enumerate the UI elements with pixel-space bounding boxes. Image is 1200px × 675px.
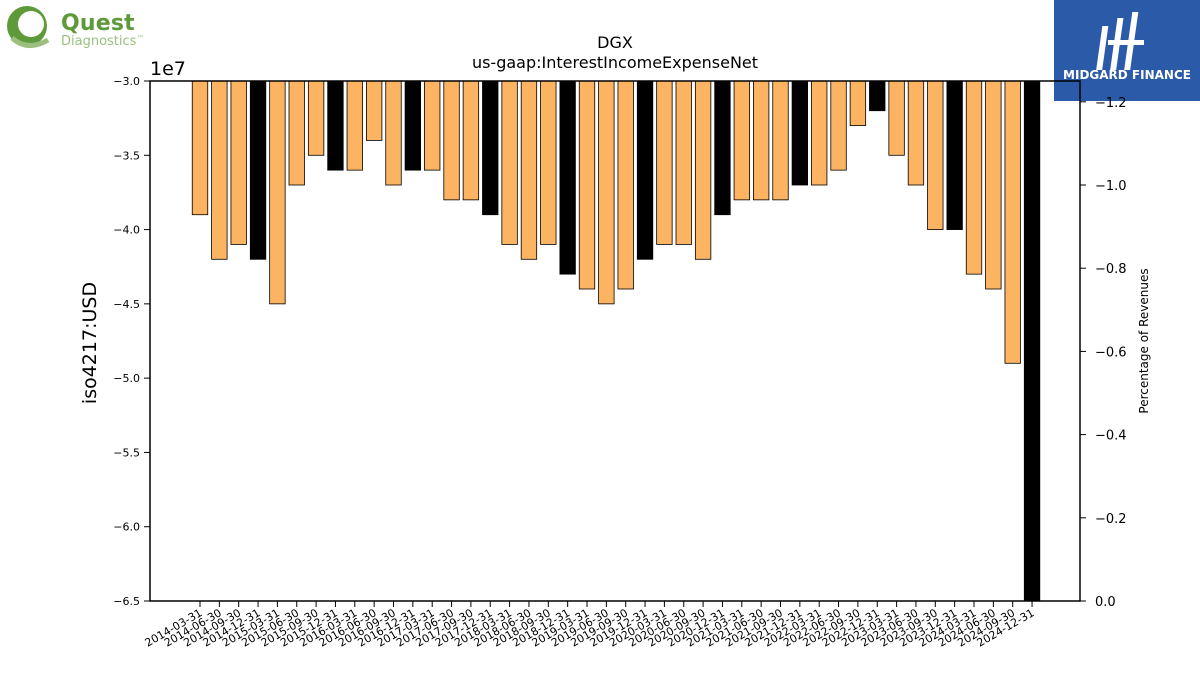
y2-tick-label: −1.2 [1095, 96, 1127, 111]
bar-2021-09-30 [772, 80, 789, 201]
bar-2023-12-31 [946, 80, 963, 230]
bars-layer [191, 80, 1041, 602]
bar-2019-12-31 [636, 80, 654, 260]
y2-tick-label: −0.2 [1095, 512, 1127, 527]
bar-2022-12-31 [869, 80, 886, 112]
bar-2016-06-30 [365, 80, 383, 141]
bar-2017-03-31 [424, 80, 441, 171]
y-tick-label: −6.5 [113, 595, 140, 608]
y-axis-label: iso4217:USD [79, 282, 101, 404]
y-offset-label: 1e7 [150, 58, 186, 80]
bar-2019-03-31 [578, 80, 596, 290]
y-tick-label: −4.0 [113, 224, 140, 237]
bar-2017-12-31 [482, 80, 499, 216]
bar-2023-03-31 [888, 80, 905, 156]
bar-2017-09-30 [462, 80, 480, 201]
y-tick-label: −5.0 [113, 372, 140, 385]
bar-2024-03-31 [965, 80, 983, 275]
bar-2023-06-30 [907, 80, 925, 186]
bar-2020-12-31 [714, 80, 731, 216]
bar-2024-12-31 [1023, 80, 1041, 602]
quest-logo-name: Quest [61, 11, 135, 36]
bar-2015-12-31 [327, 80, 344, 171]
y-axis: −3.0 −3.5 −4.0 −4.5 −5.0 −5.5 −6.0 −6.5 [113, 75, 150, 608]
bar-2018-06-30 [520, 80, 538, 260]
bar-2018-12-31 [559, 80, 576, 275]
midgard-logo-icon [1096, 12, 1144, 70]
quest-logo-icon [7, 6, 50, 48]
y2-tick-label: 0.0 [1095, 595, 1116, 610]
bar-2014-09-30 [230, 80, 247, 245]
y-tick-label: −4.5 [113, 298, 140, 311]
bar-2016-03-31 [346, 80, 363, 171]
bar-2022-09-30 [849, 80, 867, 126]
quest-logo-subtitle: Diagnostics™ [61, 34, 145, 49]
bar-2014-12-31 [249, 80, 267, 260]
bar-2015-09-30 [307, 80, 325, 156]
bar-2017-06-30 [443, 80, 460, 201]
bar-2019-06-30 [598, 80, 615, 305]
plot-frame [149, 80, 1081, 602]
midgard-logo-name: MIDGARD FINANCE [1063, 68, 1191, 82]
chart-title: DGX [597, 33, 633, 52]
bar-2015-06-30 [288, 80, 305, 186]
bar-2016-09-30 [385, 80, 402, 186]
bar-2021-06-30 [753, 80, 770, 201]
bar-2020-09-30 [694, 80, 712, 260]
y2-tick-label: −0.6 [1095, 345, 1127, 360]
bar-2019-09-30 [617, 80, 634, 290]
bar-2018-09-30 [540, 80, 557, 245]
y-tick-label: −6.0 [113, 521, 140, 534]
y2-axis-label: Percentage of Revenues [1137, 268, 1151, 413]
bar-2022-03-31 [811, 80, 828, 186]
chart-subtitle: us-gaap:InterestIncomeExpenseNet [472, 53, 758, 72]
bar-2022-06-30 [830, 80, 847, 171]
bar-2024-09-30 [1004, 80, 1021, 364]
bar-2021-03-31 [733, 80, 750, 201]
x-axis: 2014-03-312014-06-302014-09-302014-12-31… [143, 601, 1037, 650]
y-tick-label: −3.0 [113, 75, 140, 88]
bar-2014-03-31 [191, 80, 209, 216]
midgard-finance-logo: MIDGARD FINANCE [1054, 0, 1200, 101]
bar-2020-03-31 [656, 80, 673, 245]
bar-2023-09-30 [927, 80, 944, 230]
bar-2021-12-31 [791, 80, 808, 186]
bar-2020-06-30 [675, 80, 692, 245]
y2-tick-label: −0.4 [1095, 429, 1127, 444]
y2-tick-label: −0.8 [1095, 262, 1127, 277]
y-tick-label: −5.5 [113, 446, 140, 459]
bar-2024-06-30 [985, 80, 1002, 290]
bar-2016-12-31 [404, 80, 422, 171]
bar-2015-03-31 [269, 80, 286, 305]
bar-2018-03-31 [501, 80, 518, 245]
y-tick-label: −3.5 [113, 149, 140, 162]
bar-2014-06-30 [211, 80, 228, 260]
quest-diagnostics-logo: Quest Diagnostics™ [4, 4, 164, 52]
y2-axis: 0.0 −0.2 −0.4 −0.6 −0.8 −1.0 −1.2 [1080, 96, 1127, 610]
y2-tick-label: −1.0 [1095, 179, 1127, 194]
